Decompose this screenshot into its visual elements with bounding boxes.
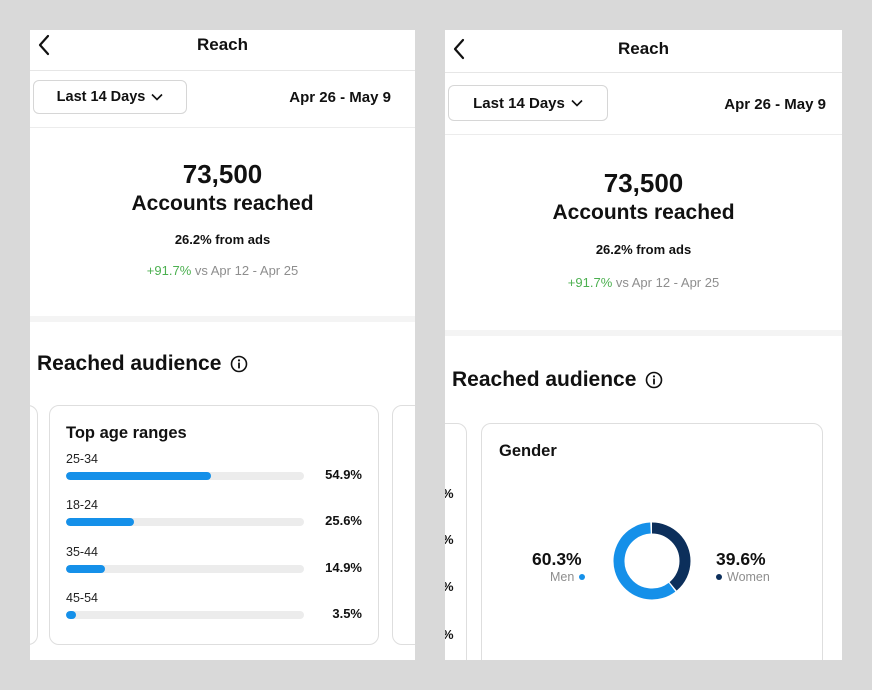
age-range-percent: 54.9% (325, 467, 362, 482)
age-bar-fill (66, 472, 212, 480)
age-bar-fill (66, 611, 76, 619)
men-legend: Men (550, 570, 586, 584)
reached-audience-title: Reached audience (452, 368, 637, 391)
women-label: Women (727, 570, 770, 584)
accounts-reached-label: Accounts reached (131, 192, 314, 215)
page-title: Reach (617, 39, 670, 58)
partial-percent: % (445, 532, 454, 547)
age-bar-track (66, 565, 304, 573)
reached-audience-title: Reached audience (37, 352, 222, 375)
age-range-percent: 3.5% (332, 606, 362, 621)
next-card-edge[interactable] (392, 405, 415, 645)
previous-card-edge[interactable]: % % % % (445, 423, 467, 660)
accounts-reached-count: 73,500 (603, 168, 684, 198)
chevron-left-icon[interactable] (34, 32, 60, 58)
age-range-label: 45-54 (66, 591, 98, 605)
gender-card[interactable]: Gender 60.3% Men 39.6% Women (481, 423, 823, 660)
section-divider (445, 330, 842, 336)
men-percent: 60.3% (532, 549, 582, 569)
chevron-left-icon[interactable] (449, 36, 475, 62)
age-bar-track (66, 611, 304, 619)
ads-share: 26.2% from ads (174, 232, 271, 247)
date-range-dropdown[interactable]: Last 14 Days (33, 80, 187, 114)
age-range-label: 25-34 (66, 452, 98, 466)
age-row: 35-44 14.9% (66, 545, 362, 585)
accounts-reached-label: Accounts reached (552, 201, 735, 224)
reached-audience-heading: Reached audience (37, 352, 248, 376)
age-bar-fill (66, 518, 134, 526)
women-legend: Women (716, 570, 770, 584)
partial-percent: % (445, 627, 454, 642)
period-comparison: +91.7% vs Apr 12 - Apr 25 (445, 275, 842, 290)
card-title: Gender (499, 442, 557, 460)
previous-card-edge[interactable] (30, 405, 38, 645)
change-percent: +91.7% (567, 275, 613, 290)
age-row: 45-54 3.5% (66, 591, 362, 631)
page-title: Reach (196, 35, 249, 54)
info-icon[interactable] (645, 371, 663, 389)
date-range-text: Apr 26 - May 9 (724, 96, 826, 113)
date-range-label: Last 14 Days (56, 89, 146, 105)
partial-percent: % (445, 579, 454, 594)
reach-summary: 73,500 Accounts reached 26.2% from ads +… (445, 168, 842, 290)
age-bar-fill (66, 565, 106, 573)
date-filter-row: Last 14 Days Apr 26 - May 9 (30, 71, 415, 128)
age-range-label: 35-44 (66, 545, 98, 559)
age-bar-track (66, 518, 304, 526)
chevron-down-icon (151, 93, 163, 101)
accounts-reached-count: 73,500 (182, 159, 263, 189)
change-percent: +91.7% (146, 263, 192, 278)
header: Reach (30, 30, 415, 71)
date-range-label: Last 14 Days (473, 94, 565, 112)
chevron-down-icon (571, 99, 583, 107)
reached-audience-heading: Reached audience (452, 368, 663, 392)
reach-screen-left: Reach Last 14 Days Apr 26 - May 9 73,500… (30, 30, 415, 660)
age-range-label: 18-24 (66, 498, 98, 512)
date-range-dropdown[interactable]: Last 14 Days (448, 85, 608, 121)
women-dot (716, 574, 722, 580)
compare-period: vs Apr 12 - Apr 25 (191, 263, 299, 278)
period-comparison: +91.7% vs Apr 12 - Apr 25 (30, 263, 415, 278)
top-age-ranges-card[interactable]: Top age ranges 25-34 54.9% 18-24 25.6% 3… (49, 405, 379, 645)
gender-donut-chart (613, 522, 691, 600)
partial-percent: % (445, 486, 454, 501)
header: Reach (445, 30, 842, 73)
men-dot (579, 574, 586, 580)
age-row: 25-34 54.9% (66, 452, 362, 492)
age-bar-track (66, 472, 304, 480)
section-divider (30, 316, 415, 322)
card-title: Top age ranges (66, 424, 187, 442)
age-row: 18-24 25.6% (66, 498, 362, 538)
age-range-percent: 14.9% (325, 560, 362, 575)
women-segment (613, 522, 691, 600)
age-range-percent: 25.6% (325, 513, 362, 528)
info-icon[interactable] (230, 355, 248, 373)
date-range-text: Apr 26 - May 9 (289, 89, 391, 106)
men-label: Men (550, 570, 575, 584)
compare-period: vs Apr 12 - Apr 25 (612, 275, 720, 290)
reach-screen-right: Reach Last 14 Days Apr 26 - May 9 73,500… (445, 30, 842, 660)
date-filter-row: Last 14 Days Apr 26 - May 9 (445, 73, 842, 135)
ads-share: 26.2% from ads (595, 242, 692, 257)
women-percent: 39.6% (716, 549, 766, 569)
reach-summary: 73,500 Accounts reached 26.2% from ads +… (30, 159, 415, 278)
